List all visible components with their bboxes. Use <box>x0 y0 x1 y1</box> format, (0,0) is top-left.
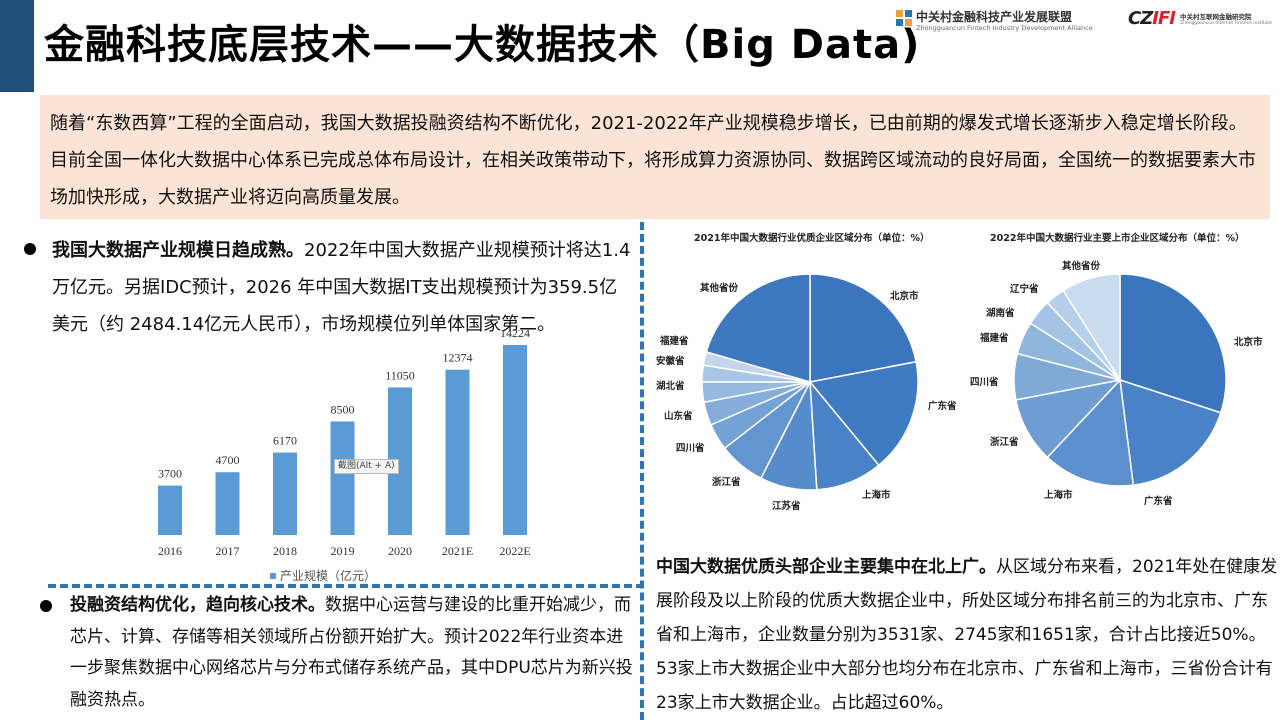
region-heading: 中国大数据优质头部企业主要集中在北上广。 <box>656 557 996 577</box>
pie-slice <box>809 273 917 383</box>
zifi-name-en: Zhongguancun Internet Finance Institute <box>1180 21 1272 26</box>
accent-bar <box>0 0 34 92</box>
pie1-label: 江苏省 <box>772 501 801 512</box>
pie1-label: 浙江省 <box>712 477 741 488</box>
legend-swatch <box>270 573 276 579</box>
legend-label: 产业规模（亿元） <box>280 568 376 583</box>
pie1-label: 四川省 <box>676 443 705 454</box>
alliance-name-en: Zhongguancun Fintech Industry Developmen… <box>916 24 1093 32</box>
bar <box>503 345 527 535</box>
zgc-fintech-alliance-logo: 中关村金融科技产业发展联盟 Zhongguancun Fintech Indus… <box>896 8 1112 34</box>
pie-2021-title: 2021年中国大数据行业优质企业区域分布（单位：%） <box>694 233 930 244</box>
bullet-dot <box>24 243 36 255</box>
zifi-logo: CZIFI 中关村互联网金融研究院 Zhongguancun Internet … <box>1128 8 1278 34</box>
pie2-label: 浙江省 <box>990 437 1019 448</box>
x-tick-label: 2018 <box>273 544 297 558</box>
bar <box>273 452 297 535</box>
bar-value-label: 6170 <box>273 434 297 448</box>
pie-slice <box>1119 273 1227 414</box>
pie-slice <box>1062 273 1121 383</box>
pie2-label: 辽宁省 <box>1010 284 1039 295</box>
region-distribution-paragraph: 中国大数据优质头部企业主要集中在北上广。从区域分布来看，2021年处在健康发展阶… <box>656 550 1278 720</box>
x-tick-label: 2022E <box>499 544 530 558</box>
intro-paragraph: 随着“东数西算”工程的全面启动，我国大数据投融资结构不断优化，2021-2022… <box>40 95 1270 219</box>
pie1-label: 湖北省 <box>656 381 685 392</box>
bullet-investment: 投融资结构优化，趋向核心技术。数据中心运营与建设的比重开始减少，而芯片、计算、存… <box>38 590 634 716</box>
pie-slice <box>808 360 919 467</box>
bullet-heading: 我国大数据产业规模日趋成熟。 <box>52 240 304 261</box>
pie1-label: 北京市 <box>890 291 919 302</box>
bar <box>330 421 355 535</box>
bullet-body: 2022年中国大数据产业规模预计将达1.4万亿元。另据IDC预计，2026 年中… <box>52 240 631 335</box>
alliance-name-cn: 中关村金融科技产业发展联盟 <box>916 10 1073 24</box>
region-body: 从区域分布来看，2021年处在健康发展阶段及以上阶段的优质大数据企业中，所处区域… <box>656 557 1278 713</box>
alliance-logo-icon <box>896 10 912 26</box>
pie-2022-title: 2022年中国大数据行业主要上市企业区域分布（单位：%） <box>990 233 1245 244</box>
pie-slice <box>1046 378 1135 487</box>
pie1-label: 广东省 <box>928 401 957 412</box>
bullet-dot <box>40 600 52 612</box>
pie-2022-chart <box>1013 273 1227 487</box>
zifi-name-cn: 中关村互联网金融研究院 <box>1180 13 1252 21</box>
bar-value-label: 11050 <box>385 368 415 382</box>
vertical-divider <box>640 222 644 720</box>
bar-value-label: 8500 <box>331 402 355 416</box>
bar <box>158 485 182 535</box>
x-tick-label: 2016 <box>158 544 182 558</box>
bar-value-label: 14224 <box>500 330 530 340</box>
pie1-label: 安徽省 <box>656 356 685 367</box>
bullet-body: 数据中心运营与建设的比重开始减少，而芯片、计算、存储等相关领域所占份额开始扩大。… <box>70 595 633 710</box>
zifi-logo-mark: CZIFI <box>1128 8 1176 29</box>
page-title: 金融科技底层技术——大数据技术（Big Data) <box>44 22 921 68</box>
bullet-heading: 投融资结构优化，趋向核心技术。 <box>70 595 325 615</box>
industry-scale-bar-chart: 3700 2016 4700 2017 6170 2018 8500 2019 11050 202… <box>158 330 531 583</box>
pie2-label: 广东省 <box>1144 496 1173 507</box>
bar-value-label: 3700 <box>158 467 182 481</box>
pie-slice <box>1119 378 1222 487</box>
pie1-label: 山东省 <box>664 411 693 422</box>
bar-value-label: 12374 <box>443 351 473 365</box>
x-tick-label: 2020 <box>388 544 412 558</box>
pie-slice <box>705 273 811 383</box>
pie2-label: 四川省 <box>970 377 999 388</box>
bar <box>215 472 240 535</box>
pie2-label: 北京市 <box>1234 337 1263 348</box>
horizontal-divider <box>48 584 644 588</box>
pie2-label: 福建省 <box>980 333 1009 344</box>
pie-2021-chart <box>701 273 919 491</box>
x-tick-label: 2017 <box>216 544 240 558</box>
x-tick-label: 2021E <box>442 544 473 558</box>
bullet-industry-scale: 我国大数据产业规模日趋成熟。2022年中国大数据产业规模预计将达1.4万亿元。另… <box>24 232 634 343</box>
pie1-label: 福建省 <box>660 336 689 347</box>
x-tick-label: 2019 <box>331 544 355 558</box>
pie1-label: 上海市 <box>862 490 891 501</box>
pie1-label: 其他省份 <box>700 283 739 294</box>
pie2-label: 其他省份 <box>1062 261 1101 272</box>
pie2-label: 上海市 <box>1044 490 1073 501</box>
bar <box>445 369 470 535</box>
pie2-label: 湖南省 <box>986 308 1015 319</box>
screenshot-tooltip: 截图(Alt + A) <box>334 459 399 474</box>
bar-value-label: 4700 <box>216 453 240 467</box>
